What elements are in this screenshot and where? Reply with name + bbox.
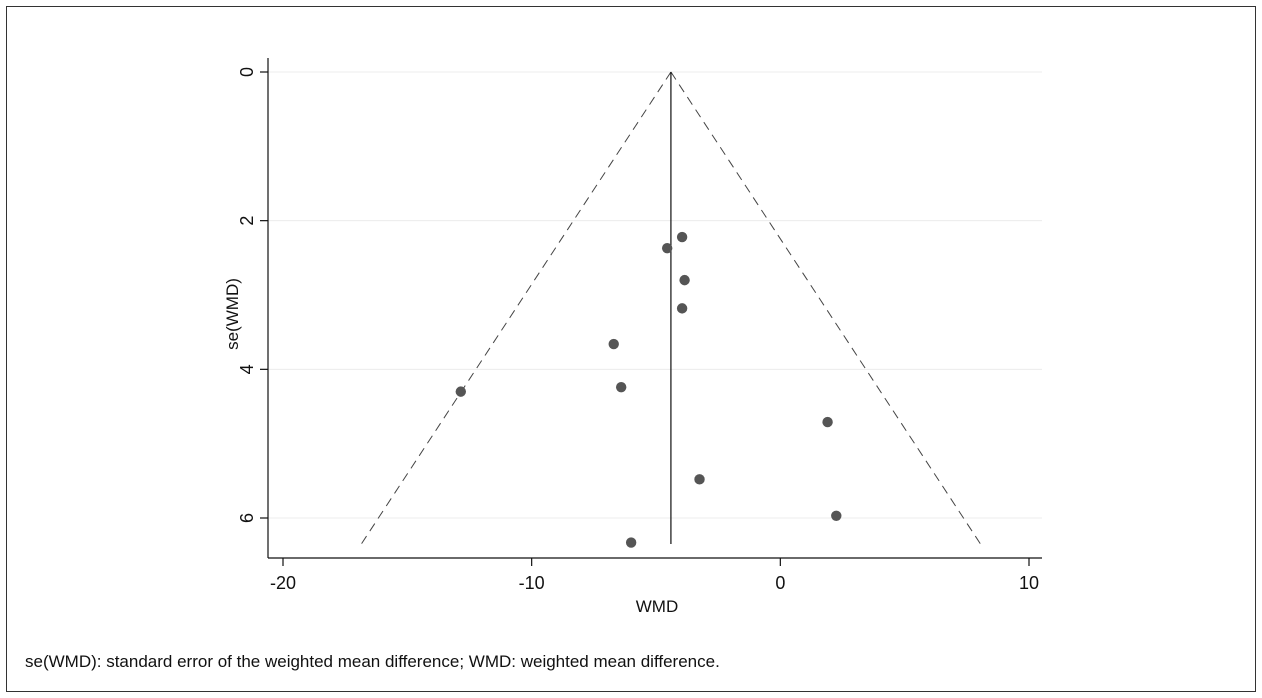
x-tick-label: 10 xyxy=(1019,573,1039,593)
axes xyxy=(260,58,1042,566)
data-points xyxy=(455,231,842,548)
tick-labels: -20 -10 0 10 0 2 4 6 xyxy=(237,67,1039,593)
data-point xyxy=(822,416,833,428)
data-point xyxy=(455,386,466,397)
data-point xyxy=(694,474,705,485)
ci-line-right xyxy=(670,71,981,545)
y-tick-label: 6 xyxy=(237,513,257,523)
x-tick-label: -20 xyxy=(270,573,296,593)
y-tick-label: 2 xyxy=(237,216,257,226)
figure-frame xyxy=(6,6,1256,692)
x-tick-label: 0 xyxy=(775,573,785,593)
data-point xyxy=(615,381,627,393)
x-axis-label: WMD xyxy=(636,597,678,616)
x-tick-label: -10 xyxy=(519,573,545,593)
data-point xyxy=(676,231,688,243)
data-point xyxy=(661,242,673,254)
data-point xyxy=(608,338,619,350)
data-point xyxy=(625,537,637,548)
figure-caption: se(WMD): standard error of the weighted … xyxy=(25,652,720,671)
y-axis-label: se(WMD) xyxy=(223,278,242,350)
y-tick-label: 4 xyxy=(237,364,257,374)
y-tick-label: 0 xyxy=(237,67,257,77)
data-point xyxy=(831,510,842,521)
grid-lines xyxy=(268,71,1042,519)
ci-line-left xyxy=(360,71,672,545)
pseudo-ci-lines xyxy=(360,71,981,545)
data-point xyxy=(676,303,688,314)
data-point xyxy=(679,274,690,286)
